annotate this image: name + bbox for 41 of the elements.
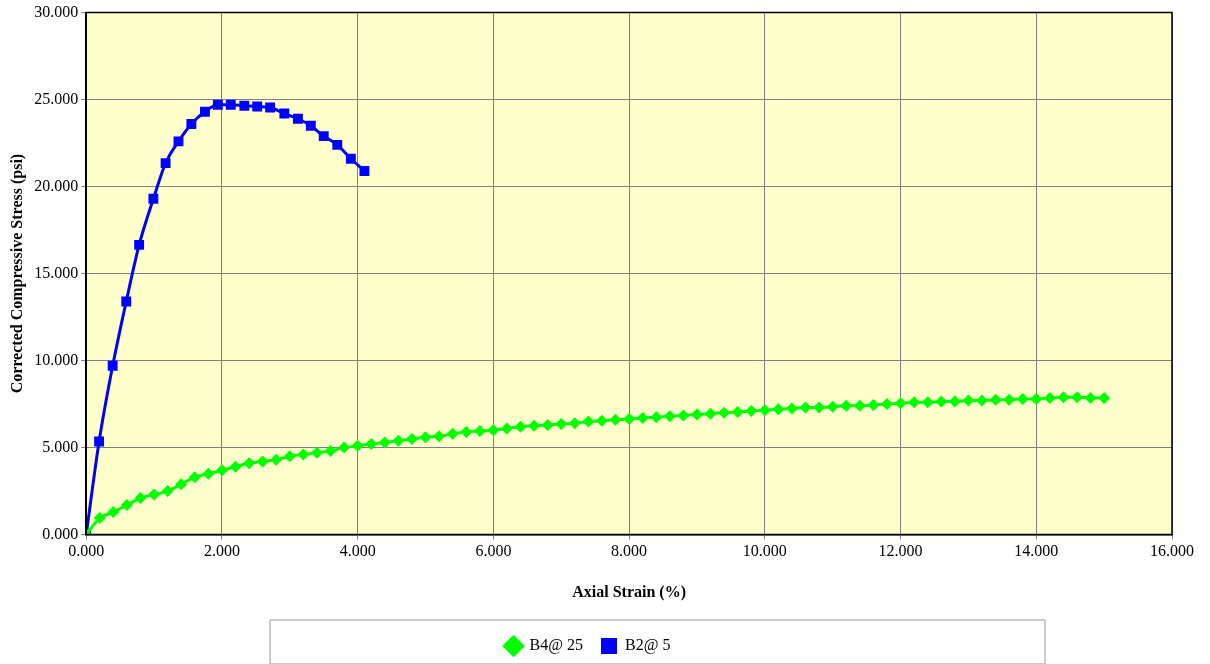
y-tick-label: 5.000 xyxy=(42,437,79,455)
point xyxy=(345,153,356,164)
y-tick-label: 15.000 xyxy=(34,263,79,281)
x-axis-title: Axial Strain (%) xyxy=(572,582,686,601)
point xyxy=(200,106,210,117)
point xyxy=(318,131,329,142)
y-tick-label: 10.000 xyxy=(34,350,79,368)
point xyxy=(239,100,250,111)
point xyxy=(186,119,197,129)
x-tick-label: 0.000 xyxy=(68,542,105,560)
point xyxy=(121,296,132,307)
y-tick-label: 0.000 xyxy=(42,524,79,542)
y-tick-label: 25.000 xyxy=(34,89,79,107)
point xyxy=(107,360,118,371)
x-tick-label: 8.000 xyxy=(611,542,648,560)
point xyxy=(173,136,184,147)
point xyxy=(225,99,236,110)
point xyxy=(265,102,276,113)
x-tick-label: 16.000 xyxy=(1150,542,1194,560)
point xyxy=(148,193,159,204)
legend-label: B4@ 25 xyxy=(529,636,583,655)
point xyxy=(332,139,343,150)
y-tick-label: 30.000 xyxy=(34,2,79,20)
point xyxy=(279,108,290,119)
legend-label: B2@ 5 xyxy=(625,636,671,655)
x-tick-label: 12.000 xyxy=(878,542,923,560)
x-tick-label: 2.000 xyxy=(203,542,240,560)
x-tick-label: 6.000 xyxy=(475,542,512,560)
point xyxy=(94,436,105,447)
x-tick-label: 4.000 xyxy=(339,542,376,560)
point xyxy=(292,113,303,124)
point xyxy=(359,165,370,176)
point xyxy=(305,120,316,131)
point xyxy=(252,101,263,112)
x-tick-label: 14.000 xyxy=(1014,542,1059,560)
point xyxy=(160,158,171,169)
point xyxy=(212,99,223,110)
x-tick-label: 10.000 xyxy=(742,542,787,560)
point xyxy=(134,239,145,250)
y-tick-label: 20.000 xyxy=(34,176,79,194)
y-axis-title: Corrected Compressive Stress (psi) xyxy=(7,153,26,394)
